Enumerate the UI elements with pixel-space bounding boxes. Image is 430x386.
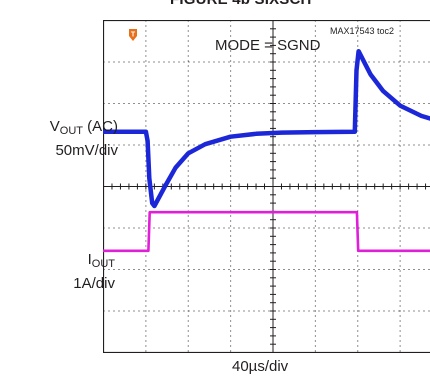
iout-label: IOUT 1A/div: [73, 250, 115, 293]
trace-vout: [103, 48, 430, 209]
iout-label-main: I: [87, 251, 92, 268]
figure-title: FIGURE 4b SIXSCH: [170, 0, 312, 8]
trigger-marker-label: T: [131, 32, 136, 39]
time-scale-label: 40µs/div: [232, 358, 289, 375]
vout-label-sub: OUT: [59, 125, 83, 137]
vout-scale: 50mV/div: [55, 142, 118, 159]
trace-iout: [103, 210, 430, 253]
vout-label-suffix: (AC): [83, 118, 118, 135]
trigger-marker-icon: T: [129, 29, 137, 41]
mode-annotation: MODE = SGND: [215, 37, 321, 54]
iout-label-sub: OUT: [91, 258, 115, 270]
vout-label: VOUT (AC) 50mV/div: [50, 117, 118, 160]
scope-plot: MODE = SGND T: [103, 20, 430, 353]
traces: [103, 48, 430, 253]
toc-id: MAX17543 toc2: [330, 26, 395, 36]
vout-label-main: V: [49, 118, 60, 135]
iout-scale: 1A/div: [73, 275, 115, 292]
